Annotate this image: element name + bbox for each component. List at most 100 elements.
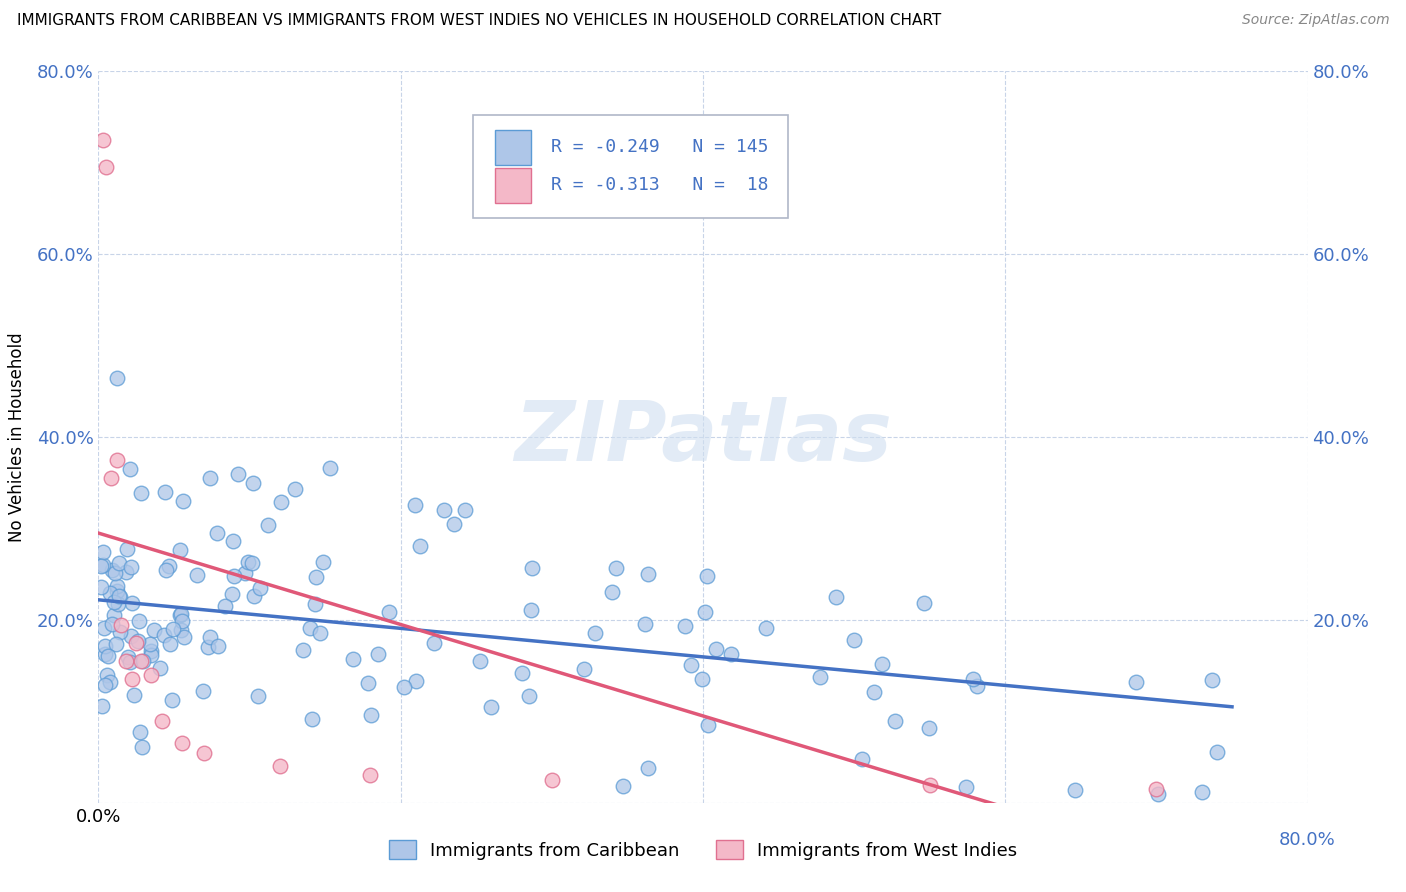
Legend: Immigrants from Caribbean, Immigrants from West Indies: Immigrants from Caribbean, Immigrants fr… — [381, 833, 1025, 867]
Point — [696, 569, 718, 583]
Point — [170, 615, 193, 629]
Point — [170, 607, 193, 621]
Point — [378, 605, 401, 619]
Point — [97, 648, 120, 663]
Point — [240, 556, 263, 570]
Point — [222, 569, 245, 583]
Point — [120, 559, 142, 574]
Point — [695, 605, 717, 619]
Point — [301, 712, 323, 726]
Point — [517, 690, 540, 704]
Point — [1201, 673, 1223, 687]
Point — [681, 658, 703, 673]
Point — [637, 761, 659, 775]
Point — [121, 596, 143, 610]
Point — [139, 643, 162, 657]
Point — [207, 639, 229, 653]
Point — [870, 657, 893, 671]
Point — [150, 714, 173, 728]
Point — [269, 759, 291, 773]
Point — [205, 525, 228, 540]
Point — [162, 622, 184, 636]
Point — [110, 617, 132, 632]
Point — [221, 533, 243, 548]
Point — [433, 503, 456, 517]
Point — [155, 563, 177, 577]
Point — [186, 568, 208, 582]
Point — [1064, 783, 1087, 797]
Point — [408, 539, 430, 553]
Point — [170, 736, 193, 750]
Point — [863, 684, 886, 698]
Point — [755, 622, 778, 636]
Point — [159, 637, 181, 651]
Point — [90, 580, 112, 594]
Point — [105, 371, 128, 385]
Point — [600, 584, 623, 599]
Point — [114, 654, 136, 668]
Point — [129, 486, 152, 500]
Point — [470, 654, 492, 668]
Point — [105, 583, 128, 598]
Point — [131, 740, 153, 755]
Point — [193, 746, 215, 760]
Point — [107, 598, 129, 612]
Point — [98, 586, 121, 600]
Point — [128, 725, 150, 739]
Point — [637, 566, 659, 581]
Text: R = -0.313   N =  18: R = -0.313 N = 18 — [551, 177, 768, 194]
Point — [169, 607, 191, 622]
Point — [423, 636, 446, 650]
Point — [918, 778, 941, 792]
Point — [966, 679, 988, 693]
Text: R = -0.249   N = 145: R = -0.249 N = 145 — [551, 138, 768, 156]
Point — [357, 676, 380, 690]
Point — [238, 555, 260, 569]
Point — [132, 654, 155, 668]
Point — [120, 629, 142, 643]
Point — [125, 636, 148, 650]
Point — [103, 595, 125, 609]
Point — [1144, 782, 1167, 797]
Point — [221, 587, 243, 601]
Point — [170, 623, 193, 637]
Point — [392, 680, 415, 694]
Point — [454, 503, 477, 517]
Point — [160, 693, 183, 707]
Point — [247, 689, 270, 703]
Point — [404, 499, 426, 513]
Point — [91, 133, 114, 147]
Point — [304, 597, 326, 611]
Point — [191, 683, 214, 698]
Text: ZIPatlas: ZIPatlas — [515, 397, 891, 477]
Y-axis label: No Vehicles in Household: No Vehicles in Household — [7, 332, 25, 542]
Point — [405, 674, 427, 689]
Point — [962, 672, 984, 686]
Point — [138, 637, 160, 651]
Point — [122, 688, 145, 702]
Point — [675, 619, 697, 633]
Point — [298, 621, 321, 635]
Point — [103, 608, 125, 623]
Point — [118, 655, 141, 669]
Point — [101, 563, 124, 577]
Point — [242, 475, 264, 490]
Point — [851, 752, 873, 766]
Point — [93, 621, 115, 635]
Point — [612, 779, 634, 793]
Point — [284, 482, 307, 496]
Point — [115, 542, 138, 557]
FancyBboxPatch shape — [495, 168, 531, 203]
Point — [94, 161, 117, 175]
Point — [114, 566, 136, 580]
Point — [540, 772, 562, 787]
Point — [153, 628, 176, 642]
Point — [520, 561, 543, 575]
Point — [481, 700, 503, 714]
Point — [172, 494, 194, 508]
Point — [90, 699, 112, 714]
Point — [696, 717, 718, 731]
Point — [367, 648, 389, 662]
Point — [91, 558, 114, 572]
Point — [100, 471, 122, 485]
